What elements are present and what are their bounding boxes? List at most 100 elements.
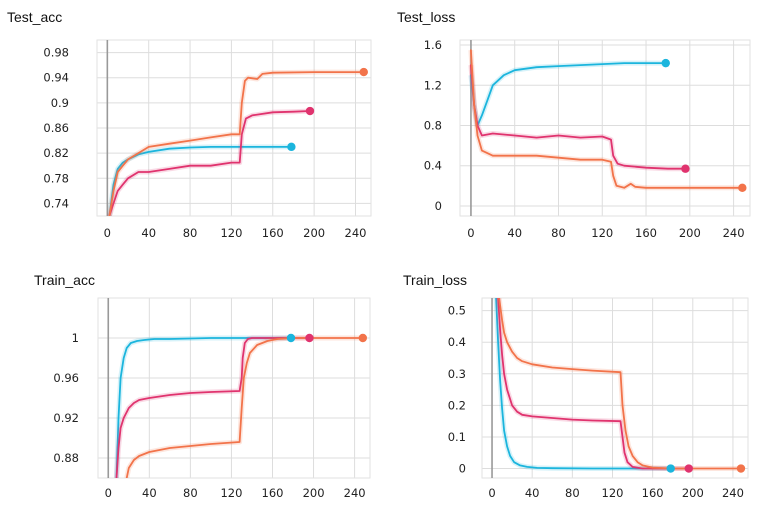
x-tick-label: 200 — [303, 226, 325, 240]
y-tick-label: 0.96 — [53, 371, 79, 385]
chart-train-acc: Train_acc 0 40 80 120 160 200 240 0.88 0.92 0.96 1 — [34, 272, 371, 500]
x-tick-label: 80 — [183, 226, 198, 240]
plot-frame — [459, 39, 751, 217]
series-cyan-raw — [468, 60, 666, 128]
series-pink-line — [469, 64, 687, 170]
x-tick-label: 40 — [507, 226, 522, 240]
y-tick-label: 0.3 — [448, 367, 466, 381]
y-tick-label: 0.98 — [43, 46, 69, 60]
series-orange-raw — [106, 69, 364, 216]
chart-test-loss: Test_loss 0 40 80 120 160 200 240 0 0.4 0.8 1.2 1.6 — [397, 9, 751, 240]
y-tick-label: 0 — [459, 462, 466, 476]
x-tick-label: 240 — [722, 486, 744, 500]
series-cyan-raw — [493, 298, 671, 471]
series-pink-raw — [114, 335, 310, 478]
series-orange-end-marker[interactable] — [738, 183, 747, 193]
chart-title: Train_loss — [403, 272, 467, 288]
x-tick-label: 120 — [591, 226, 613, 240]
y-tick-label: 0.78 — [43, 171, 69, 185]
x-tick-label: 120 — [220, 486, 242, 500]
series-pink-end-marker[interactable] — [684, 464, 693, 473]
x-tick-label: 200 — [679, 226, 701, 240]
series-orange-end-marker[interactable] — [358, 333, 368, 343]
y-tick-label: 0.4 — [448, 335, 466, 349]
series-orange-end-marker[interactable] — [736, 464, 746, 473]
y-tick-label: 1 — [72, 331, 79, 345]
x-tick-label: 240 — [344, 486, 366, 500]
x-tick-label: 120 — [602, 486, 624, 500]
plot-frame — [481, 297, 749, 479]
y-tick-label: 0.94 — [43, 71, 69, 85]
y-tick-label: 0.4 — [424, 159, 442, 173]
x-tick-label: 160 — [262, 486, 284, 500]
chart-title: Train_acc — [34, 272, 95, 288]
y-tick-label: 0 — [435, 199, 442, 213]
series-cyan-line — [108, 145, 293, 216]
x-tick-label: 200 — [682, 486, 704, 500]
y-tick-label: 0.86 — [43, 121, 69, 135]
series-group — [106, 69, 365, 216]
y-tick-label: 0.8 — [424, 118, 442, 132]
y-tick-label: 0.74 — [43, 196, 69, 210]
y-tick-label: 1.2 — [424, 78, 442, 92]
series-orange-line — [125, 337, 364, 478]
x-tick-label: 120 — [220, 226, 242, 240]
plot-frame — [97, 297, 371, 479]
x-tick-label: 0 — [467, 226, 474, 240]
plot-frame — [96, 39, 372, 217]
series-orange-end-marker[interactable] — [359, 67, 368, 77]
series-group — [468, 49, 744, 191]
x-tick-label: 80 — [183, 486, 198, 500]
x-tick-label: 240 — [723, 226, 745, 240]
series-pink-raw — [495, 298, 689, 471]
chart-test-acc: Test_acc 0 40 80 120 160 200 240 0.74 0.78 0.82 0.8… — [7, 9, 372, 240]
chart-title: Test_loss — [397, 9, 455, 25]
series-cyan-end-marker[interactable] — [287, 142, 296, 152]
series-orange-line — [108, 71, 365, 216]
series-cyan-end-marker[interactable] — [661, 58, 670, 68]
x-tick-label: 0 — [105, 486, 112, 500]
x-tick-label: 40 — [141, 226, 156, 240]
series-pink-end-marker[interactable] — [305, 333, 314, 343]
series-pink-raw — [107, 108, 311, 216]
x-tick-label: 40 — [142, 486, 157, 500]
x-tick-label: 80 — [565, 486, 580, 500]
y-tick-label: 0.1 — [448, 430, 466, 444]
y-tick-label: 0.2 — [448, 398, 466, 412]
x-tick-label: 160 — [262, 226, 284, 240]
series-orange-line — [498, 298, 742, 470]
series-cyan-line — [469, 62, 667, 127]
x-tick-label: 240 — [345, 226, 367, 240]
x-tick-label: 0 — [104, 226, 111, 240]
y-tick-label: 0.92 — [53, 411, 79, 425]
series-pink-line — [497, 298, 690, 470]
x-tick-label: 80 — [551, 226, 566, 240]
x-tick-label: 160 — [635, 226, 657, 240]
series-pink-line — [115, 337, 311, 478]
series-cyan-end-marker[interactable] — [666, 464, 675, 473]
series-group — [114, 335, 364, 478]
series-cyan-line — [495, 298, 672, 470]
y-tick-label: 0.82 — [43, 146, 69, 160]
x-tick-label: 40 — [525, 486, 540, 500]
series-orange-raw — [496, 298, 741, 471]
series-cyan-raw — [106, 144, 292, 216]
x-tick-label: 200 — [303, 486, 325, 500]
series-group — [493, 298, 742, 471]
y-tick-label: 0.5 — [448, 304, 466, 318]
series-pink-line — [108, 110, 311, 216]
series-cyan-end-marker[interactable] — [286, 333, 296, 343]
y-tick-label: 0.9 — [51, 96, 69, 110]
chart-title: Test_acc — [7, 9, 62, 25]
y-tick-label: 0.88 — [53, 451, 79, 465]
y-tick-label: 1.6 — [424, 38, 442, 52]
series-pink-end-marker[interactable] — [305, 106, 315, 116]
series-pink-raw — [468, 64, 686, 172]
x-tick-label: 0 — [488, 486, 495, 500]
series-cyan-line — [115, 337, 292, 478]
series-pink-end-marker[interactable] — [681, 164, 690, 173]
series-orange-line — [469, 49, 744, 189]
chart-train-loss: Train_loss 0 40 80 120 160 200 240 0 0.1 0.2 0.3 0.4… — [403, 272, 749, 500]
x-tick-label: 160 — [642, 486, 664, 500]
